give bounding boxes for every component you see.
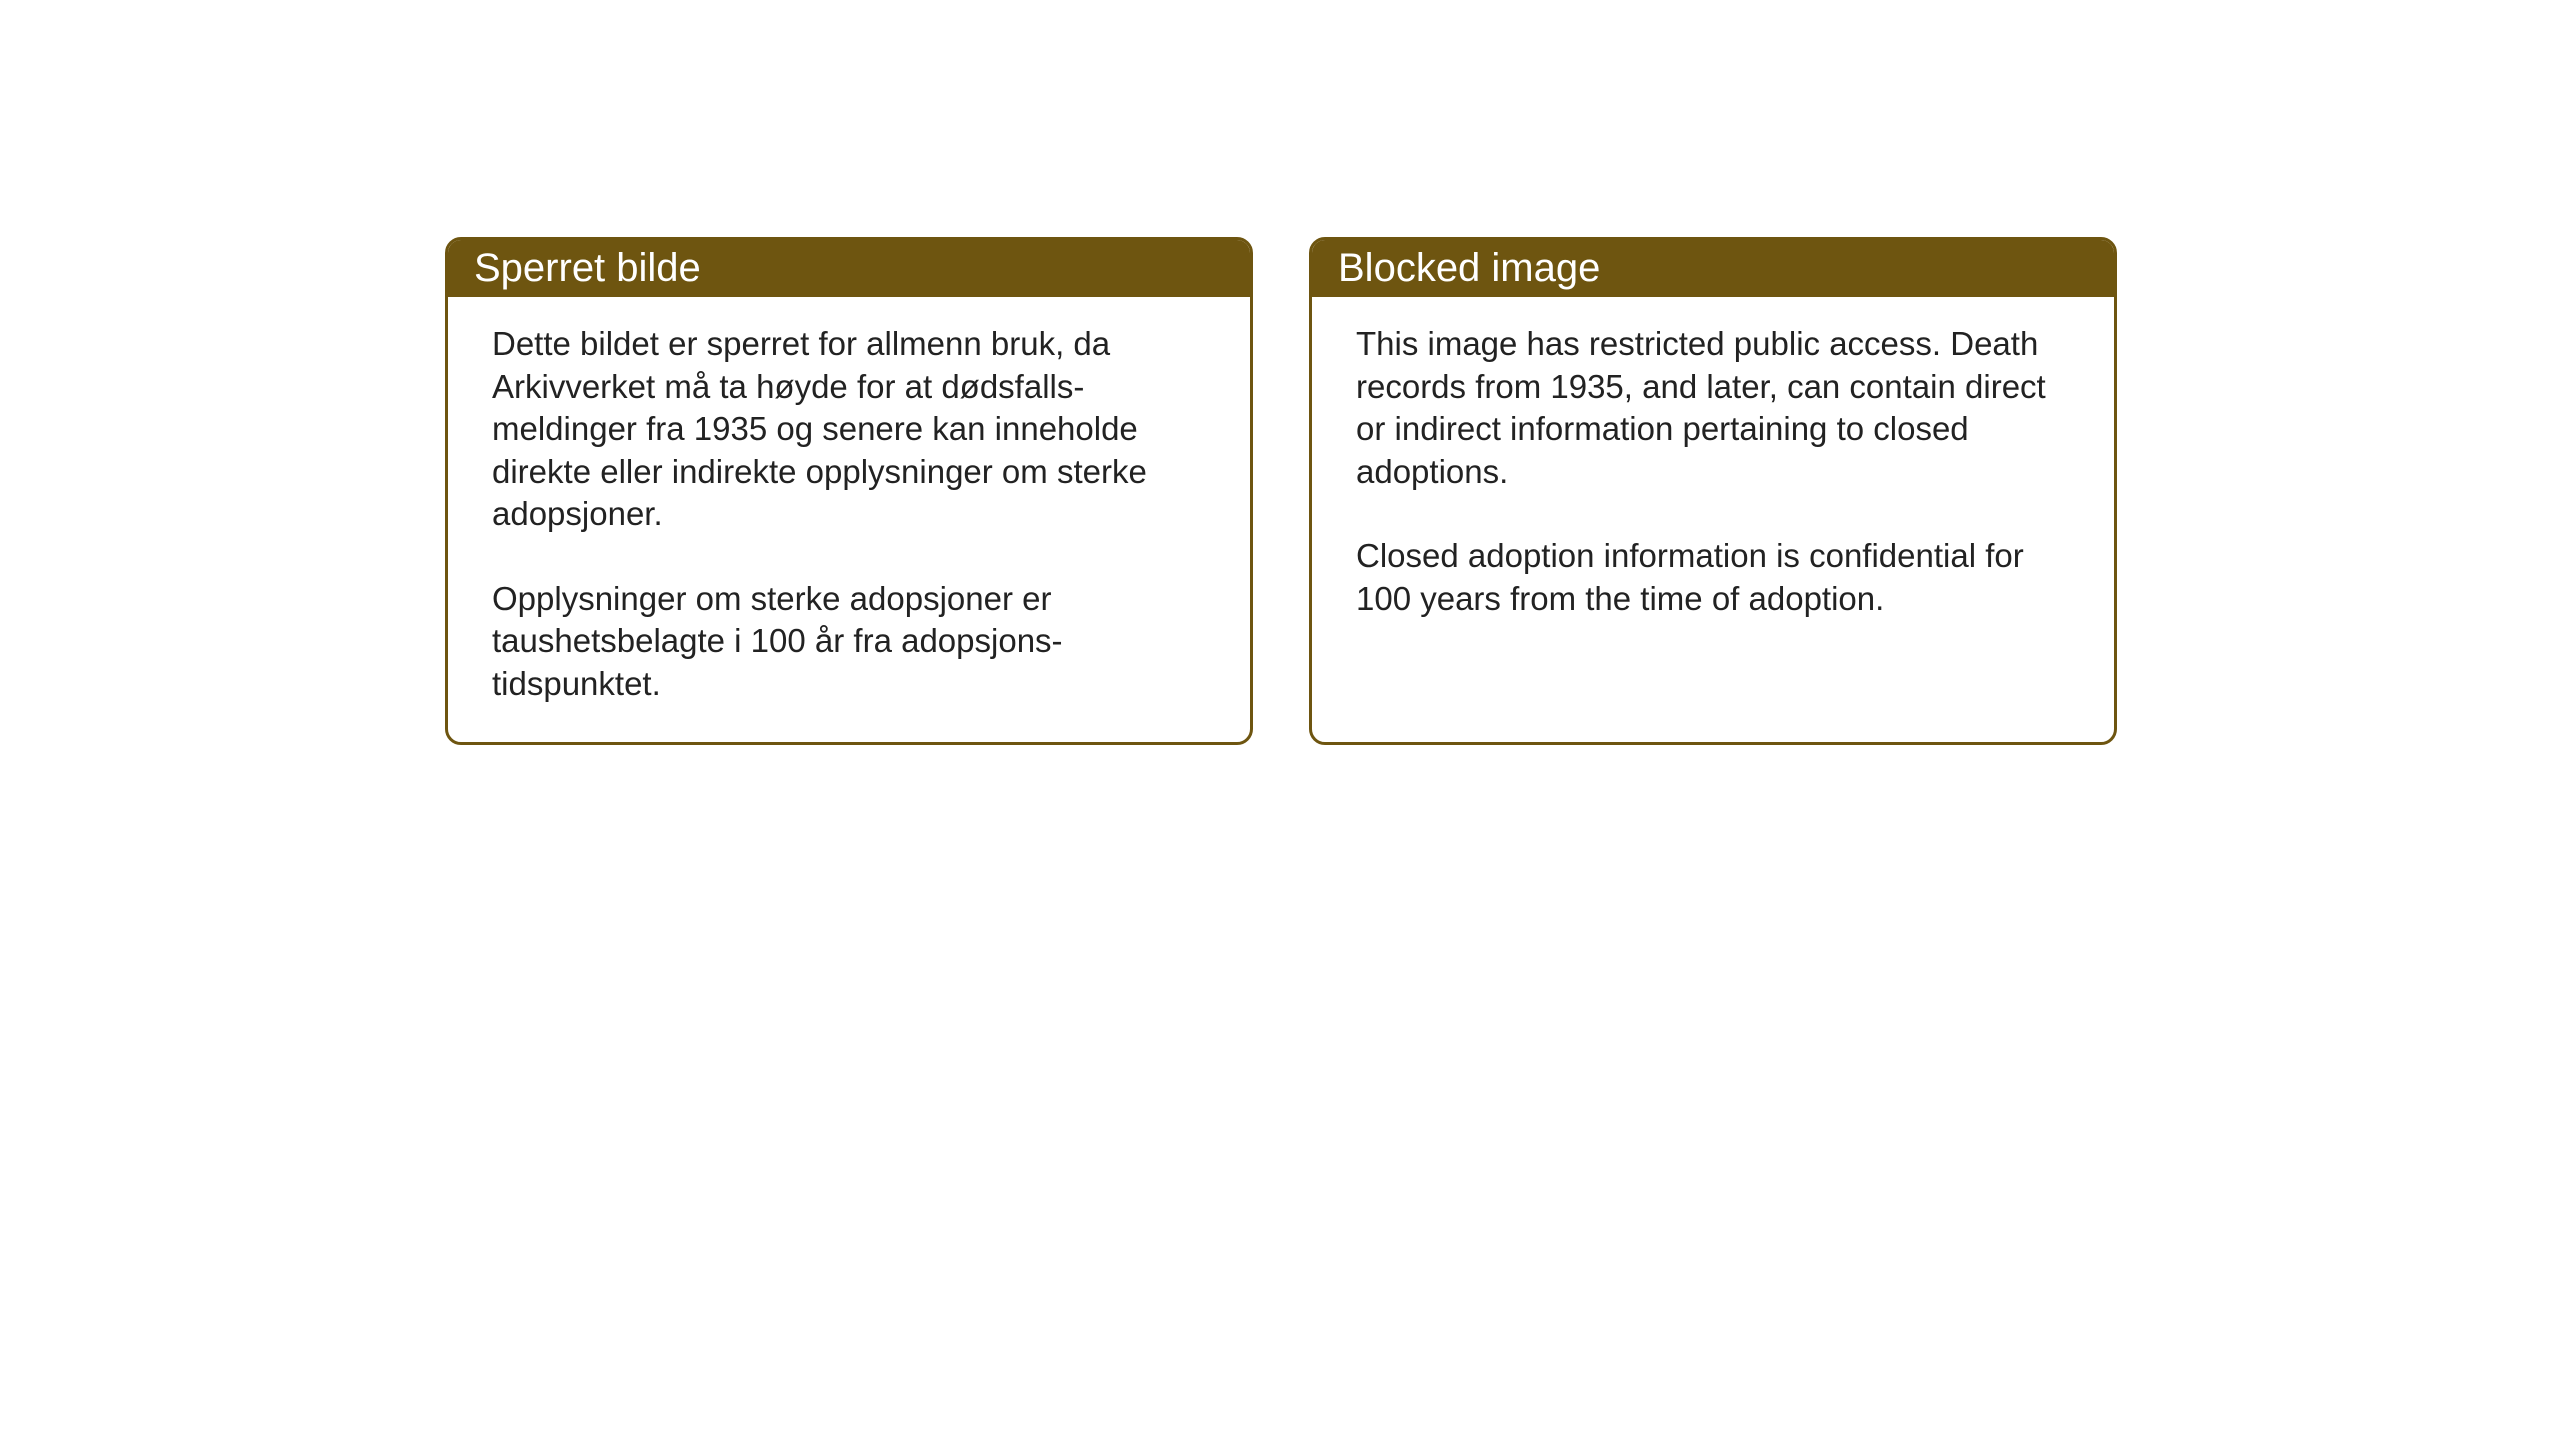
card-header-english: Blocked image [1312,240,2114,297]
card-body-english: This image has restricted public access.… [1312,297,2114,720]
notice-card-english: Blocked image This image has restricted … [1309,237,2117,745]
paragraph-2-english: Closed adoption information is confident… [1356,535,2070,620]
notice-container: Sperret bilde Dette bildet er sperret fo… [445,237,2117,745]
notice-card-norwegian: Sperret bilde Dette bildet er sperret fo… [445,237,1253,745]
card-header-norwegian: Sperret bilde [448,240,1250,297]
paragraph-1-norwegian: Dette bildet er sperret for allmenn bruk… [492,323,1206,536]
card-title-norwegian: Sperret bilde [474,246,701,290]
paragraph-1-english: This image has restricted public access.… [1356,323,2070,493]
card-title-english: Blocked image [1338,246,1600,290]
paragraph-2-norwegian: Opplysninger om sterke adopsjoner er tau… [492,578,1206,706]
card-body-norwegian: Dette bildet er sperret for allmenn bruk… [448,297,1250,742]
